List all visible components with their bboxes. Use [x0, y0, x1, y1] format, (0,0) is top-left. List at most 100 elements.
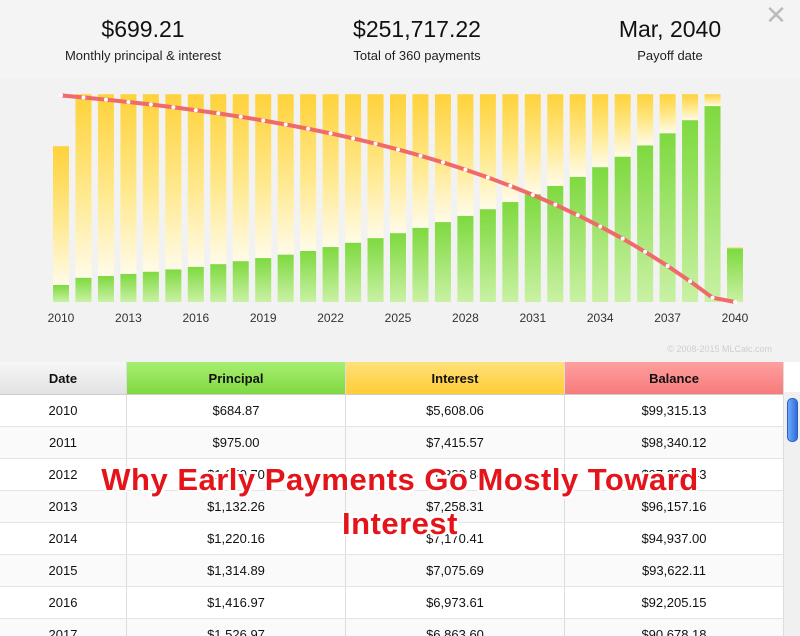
interest-bar: [727, 247, 743, 249]
balance-point: [283, 122, 288, 127]
principal-bar: [727, 248, 743, 302]
interest-bar: [412, 94, 429, 228]
table-row: 2017 $1,526.97 $6,863.60 $90,678.18: [0, 618, 784, 636]
balance-point: [553, 202, 558, 207]
balance-point: [306, 126, 311, 131]
interest-column-header[interactable]: Interest: [345, 362, 565, 395]
principal-bar: [255, 258, 272, 302]
balance-cell: $96,157.16: [564, 490, 784, 523]
balance-point: [216, 111, 221, 116]
interest-bar: [367, 94, 384, 239]
payoff-date-label: Payoff date: [637, 48, 703, 63]
monthly-payment-label: Monthly principal & interest: [64, 48, 222, 63]
interest-bar: [569, 94, 586, 177]
balance-point: [508, 183, 513, 188]
principal-bar: [412, 227, 429, 302]
principal-bar: [592, 167, 609, 302]
principal-bar: [502, 202, 519, 302]
principal-cell: $1,220.16: [126, 522, 346, 555]
interest-cell: $7,339.88: [345, 458, 565, 491]
principal-bar: [367, 238, 384, 302]
balance-point: [418, 153, 423, 158]
x-tick-label: 2022: [317, 311, 344, 325]
interest-bar: [232, 94, 249, 262]
principal-cell: $1,314.89: [126, 554, 346, 587]
date-cell: 2011: [0, 426, 127, 459]
principal-bar: [277, 254, 294, 302]
x-tick-label: 2016: [182, 311, 209, 325]
balance-point: [328, 131, 333, 136]
balance-point: [351, 136, 356, 141]
interest-bar: [53, 146, 69, 286]
balance-point: [59, 93, 63, 98]
date-cell: 2015: [0, 554, 127, 587]
interest-bar: [547, 94, 564, 186]
date-column-header[interactable]: Date: [0, 362, 127, 395]
balance-point: [530, 192, 535, 197]
interest-cell: $7,258.31: [345, 490, 565, 523]
principal-column-header[interactable]: Principal: [126, 362, 346, 395]
principal-bar: [142, 271, 159, 302]
principal-bar: [659, 133, 676, 302]
interest-bar: [682, 94, 699, 121]
balance-point: [620, 236, 625, 241]
payoff-date-stat: Mar, 2040 Payoff date: [550, 14, 790, 63]
principal-cell: $1,526.97: [126, 618, 346, 636]
interest-bar: [390, 94, 406, 234]
balance-point: [238, 114, 243, 119]
amortization-table: Date Principal Interest Balance 2010 $684…: [0, 362, 800, 636]
date-cell: 2010: [0, 394, 127, 427]
table-row: 2011 $975.00 $7,415.57 $98,340.12: [0, 426, 784, 459]
interest-bar: [592, 94, 609, 168]
date-cell: 2016: [0, 586, 127, 619]
interest-cell: $6,863.60: [345, 618, 565, 636]
balance-cell: $97,289.43: [564, 458, 784, 491]
principal-bar: [704, 106, 721, 302]
principal-bar: [569, 176, 586, 302]
balance-column-header[interactable]: Balance: [564, 362, 784, 395]
principal-bar: [300, 251, 317, 302]
principal-bar: [165, 269, 182, 302]
principal-bar: [614, 156, 631, 302]
principal-bar: [53, 285, 69, 302]
interest-bar: [97, 94, 114, 276]
interest-bar: [322, 94, 339, 248]
interest-bar: [120, 94, 137, 274]
balance-point: [171, 105, 176, 110]
balance-point: [81, 95, 86, 100]
balance-cell: $94,937.00: [564, 522, 784, 555]
balance-point: [193, 108, 198, 113]
monthly-payment-stat: $699.21 Monthly principal & interest: [23, 14, 263, 63]
x-tick-label: 2010: [48, 311, 75, 325]
balance-point: [148, 102, 153, 107]
table-row: 2010 $684.87 $5,608.06 $99,315.13: [0, 394, 784, 427]
table-row: 2013 $1,132.26 $7,258.31 $96,157.16: [0, 490, 784, 523]
principal-bar: [232, 261, 249, 302]
interest-bar: [187, 94, 204, 267]
x-tick-label: 2037: [654, 311, 681, 325]
interest-bar: [434, 94, 451, 223]
interest-bar: [75, 94, 92, 278]
balance-point: [665, 263, 670, 268]
total-payments-label: Total of 360 payments: [353, 48, 481, 63]
table-scrollbar[interactable]: [783, 392, 800, 636]
amortization-chart: 2010 2013 2016 2019 2022 2025 2028 2031 2034 2037…: [0, 78, 800, 362]
interest-bar: [255, 94, 272, 259]
x-tick-label: 2019: [250, 311, 277, 325]
total-payments-value: $251,717.22: [353, 16, 481, 42]
balance-point: [575, 213, 580, 218]
principal-bar: [97, 275, 114, 302]
interest-bar: [165, 94, 182, 270]
balance-point: [463, 167, 468, 172]
chart-svg: 2010 2013 2016 2019 2022 2025 2028 2031 2034 2037…: [48, 93, 749, 325]
scrollbar-thumb[interactable]: [787, 398, 798, 442]
date-cell: 2012: [0, 458, 127, 491]
balance-point: [373, 141, 378, 146]
principal-cell: $1,050.70: [126, 458, 346, 491]
close-icon[interactable]: ✕: [765, 0, 787, 30]
principal-bar: [345, 242, 362, 302]
interest-bar: [614, 94, 631, 157]
interest-bar: [210, 94, 227, 265]
principal-cell: $1,416.97: [126, 586, 346, 619]
total-payments-stat: $251,717.22 Total of 360 payments: [297, 14, 537, 63]
